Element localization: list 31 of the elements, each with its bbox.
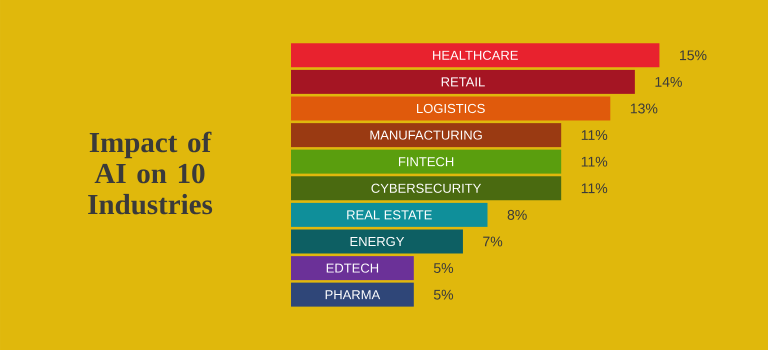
y-tick-label: HEALTHCARE [433, 50, 518, 60]
data-label: 11% [582, 156, 608, 167]
y-tick-label: MANUFACTURING [370, 130, 482, 140]
data-label: 15% [680, 50, 706, 60]
bar [291, 282, 414, 307]
data-label: 7% [483, 236, 502, 246]
text: Impact of AI on 10 Industries [88, 132, 212, 214]
y-tick-label: EDTECH [326, 263, 378, 273]
bar [291, 70, 635, 94]
data-label: 14% [655, 76, 682, 87]
data-label: 8% [508, 210, 527, 220]
y-tick-label: RETAIL [442, 77, 485, 86]
y-tick-label: FINTECH [399, 157, 454, 166]
bar [291, 123, 562, 148]
y-tick-label: LOGISTICS [417, 104, 485, 114]
data-label: 13% [630, 104, 658, 114]
data-label: 11% [582, 183, 608, 194]
y-tick-label: REAL ESTATE [347, 210, 432, 220]
data-label: 5% [434, 263, 454, 274]
bar [291, 202, 488, 227]
bar [291, 256, 414, 280]
bar [291, 150, 562, 174]
bar [291, 176, 562, 200]
bar [291, 96, 610, 120]
y-tick-label: CYBERSECURITY [372, 184, 482, 193]
bar [291, 43, 660, 68]
data-label: 11% [582, 130, 608, 140]
y-tick-label: PHARMA [326, 290, 380, 300]
y-tick-label: ENERGY [350, 236, 404, 246]
bar [291, 229, 463, 254]
data-label: 5% [434, 290, 454, 300]
